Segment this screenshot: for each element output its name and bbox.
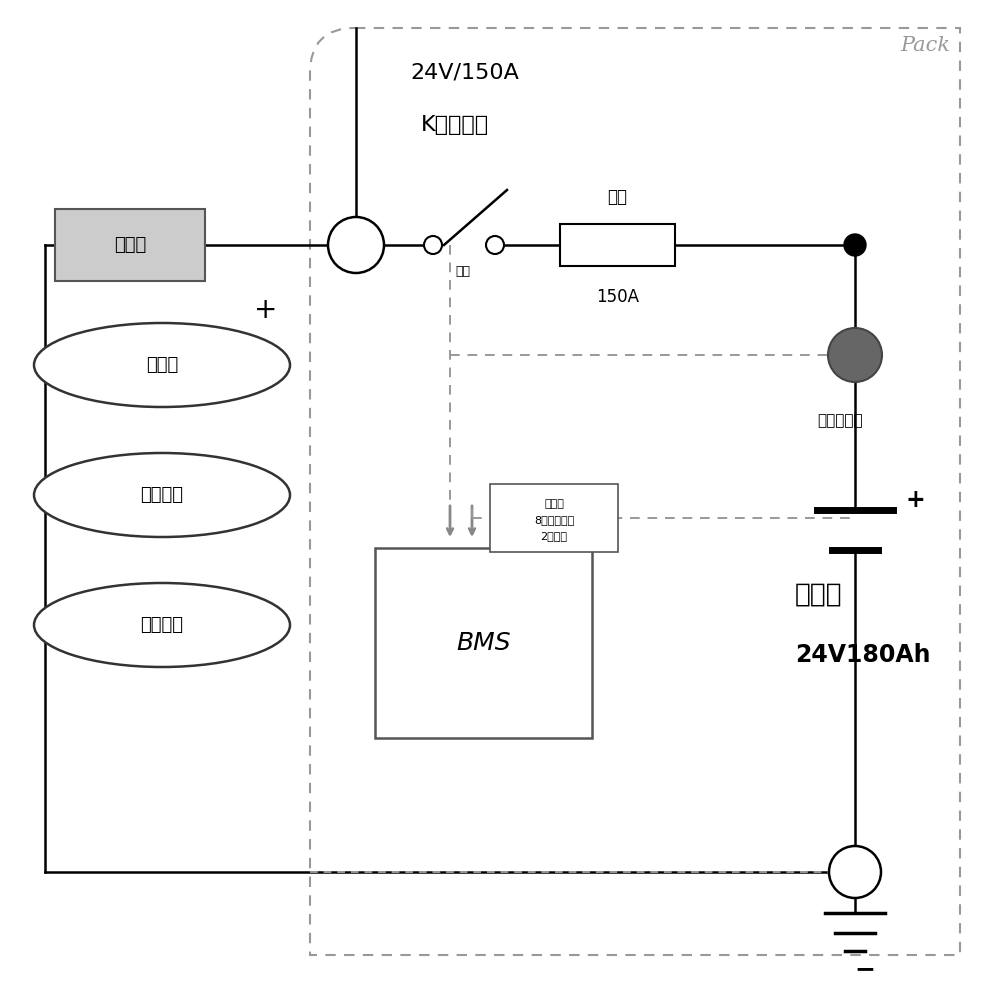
Ellipse shape xyxy=(34,323,290,407)
Bar xyxy=(375,548,592,738)
Text: 驻车空调: 驻车空调 xyxy=(140,616,184,634)
Text: Pack: Pack xyxy=(900,36,950,55)
Text: K（常开）: K（常开） xyxy=(420,115,489,135)
Text: 2个温度: 2个温度 xyxy=(541,531,568,541)
Circle shape xyxy=(828,328,882,382)
Text: +: + xyxy=(254,296,277,324)
Text: 保险: 保险 xyxy=(607,188,627,206)
Circle shape xyxy=(328,217,384,273)
Text: 电流: 电流 xyxy=(455,265,470,278)
Text: +: + xyxy=(905,488,924,512)
Text: 发电机: 发电机 xyxy=(146,356,178,374)
Text: 保险盒: 保险盒 xyxy=(114,236,146,254)
Circle shape xyxy=(486,236,504,254)
Circle shape xyxy=(424,236,442,254)
Text: 电流传感器: 电流传感器 xyxy=(817,413,863,428)
Text: −: − xyxy=(855,957,876,981)
Text: BMS: BMS xyxy=(456,631,511,655)
Circle shape xyxy=(829,846,881,898)
Ellipse shape xyxy=(34,583,290,667)
Text: 8个模块电压: 8个模块电压 xyxy=(534,515,575,525)
Bar xyxy=(55,209,205,281)
Text: 150A: 150A xyxy=(596,288,639,306)
Circle shape xyxy=(844,234,866,256)
Text: 锂电池: 锂电池 xyxy=(795,582,843,608)
Text: 整车供电: 整车供电 xyxy=(140,486,184,504)
Text: 总电压: 总电压 xyxy=(544,499,564,509)
Text: 24V180Ah: 24V180Ah xyxy=(795,643,930,667)
Ellipse shape xyxy=(34,453,290,537)
Bar xyxy=(560,224,675,266)
Bar xyxy=(490,484,618,552)
Text: 24V/150A: 24V/150A xyxy=(411,62,520,82)
